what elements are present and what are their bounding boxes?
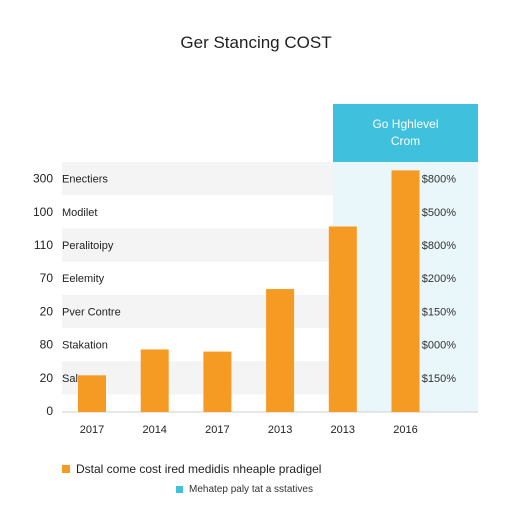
highlight-header [333,104,478,162]
row-value: $150% [422,306,456,318]
x-tick-label: 2016 [393,424,417,436]
bar [78,375,106,412]
row-label: Stakation [62,340,108,352]
row-label: Peralitoipy [62,240,114,252]
row-number: 110 [34,238,53,252]
row-label: Modilet [62,207,97,219]
row-number: 20 [40,304,54,318]
chart-title: Ger Stancing COST [180,33,332,52]
row-value: $800% [422,240,456,252]
bar [203,351,232,412]
x-tick-label: 2013 [268,424,292,436]
bar [391,170,420,412]
row-number: 80 [40,338,54,352]
row-number: 100 [33,205,53,219]
highlight-header-line2: Crom [391,134,420,148]
legend-swatch-blue [176,486,183,493]
row-value: $500% [422,207,456,219]
highlight-header-line1: Go Hghlevel [372,117,438,131]
row-label: Pver Contre [62,306,121,318]
row-number: 20 [40,371,54,385]
x-tick-label: 2017 [205,424,229,436]
row-number: 70 [40,271,54,285]
bar [266,289,295,412]
row-label: Enectiers [62,174,108,186]
x-tick-label: 2013 [331,424,355,436]
row-stripe [62,162,333,196]
row-value: $200% [422,273,456,285]
bar [328,226,357,412]
row-value: $800% [422,174,456,186]
x-tick-label: 2014 [142,424,166,436]
row-stripe [62,228,333,262]
row-label: Eelemity [62,273,105,285]
legend-item-cost: Dstal come cost ired medidis nheaple pra… [62,462,321,476]
row-number: 300 [33,172,53,186]
legend-label-cost: Dstal come cost ired medidis nheaple pra… [76,462,322,476]
row-value: $000% [422,340,456,352]
bar [140,349,169,412]
legend-item-statives: Mehatep paly tat a sstatives [176,484,313,495]
legend-label-statives: Mehatep paly tat a sstatives [189,484,313,495]
row-value: $150% [422,373,456,385]
legend-swatch-orange [62,465,70,473]
y-axis-zero: 0 [46,404,53,418]
x-tick-label: 2017 [80,424,104,436]
